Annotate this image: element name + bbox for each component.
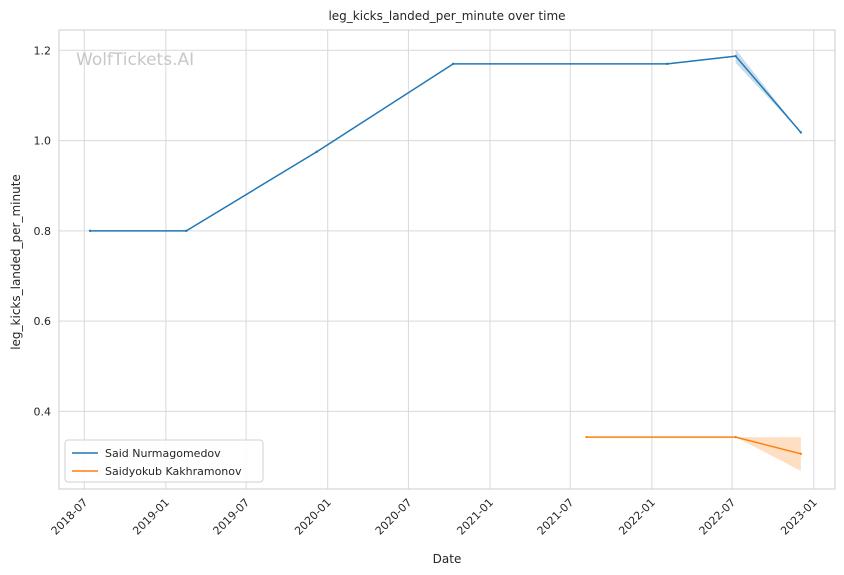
y-tick-label: 1.0	[34, 135, 52, 148]
x-tick-labels: 2018-07 2019-01 2019-07 2020-01 2020-07 2021-…	[49, 496, 820, 538]
ci-band-saidyokub-kakhramonov	[735, 437, 801, 471]
x-tick-label: 2023-01	[778, 496, 820, 538]
x-tick-label: 2022-07	[697, 496, 739, 538]
confidence-bands	[735, 49, 801, 471]
x-tick-label: 2020-07	[373, 496, 415, 538]
legend-label-said-nurmagomedov: Said Nurmagomedov	[105, 447, 221, 460]
legend-box	[64, 439, 264, 483]
data-point	[315, 150, 318, 154]
y-tick-label: 1.2	[34, 44, 52, 57]
series-lines	[88, 54, 803, 455]
legend-label-saidyokub-kakhramonov: Saidyokub Kakhramonov	[105, 465, 242, 478]
plot-frame	[58, 29, 836, 490]
data-point	[585, 435, 588, 439]
x-tick-label: 2019-01	[130, 496, 172, 538]
x-tick-label: 2021-01	[454, 496, 496, 538]
y-axis-title: leg_kicks_landed_per_minute	[9, 174, 23, 350]
x-tick-label: 2022-01	[616, 496, 658, 538]
legend: Said Nurmagomedov Saidyokub Kakhramonov	[64, 439, 264, 483]
chart-title: leg_kicks_landed_per_minute over time	[328, 9, 565, 23]
y-tick-label: 0.4	[34, 405, 52, 418]
x-tick-label: 2018-07	[49, 496, 91, 538]
x-tick-label: 2021-07	[535, 496, 577, 538]
data-point	[799, 452, 803, 455]
data-point	[88, 229, 92, 233]
x-axis-title: Date	[433, 552, 462, 566]
y-tick-label: 0.6	[34, 315, 52, 328]
x-tick-label: 2020-01	[292, 496, 334, 538]
data-point	[734, 435, 737, 439]
data-point	[666, 62, 669, 66]
ci-band-said-nurmagomedov	[735, 49, 801, 133]
y-tick-label: 0.8	[34, 225, 52, 238]
data-point	[799, 131, 803, 134]
plot-background	[59, 30, 835, 489]
grid	[59, 30, 835, 489]
y-tick-labels: 0.4 0.6 0.8 1.0 1.2	[34, 44, 52, 418]
data-point	[185, 229, 188, 233]
data-point	[734, 54, 737, 58]
data-point	[452, 62, 455, 66]
watermark: WolfTickets.AI	[76, 50, 194, 70]
x-tick-label: 2019-07	[211, 496, 253, 538]
